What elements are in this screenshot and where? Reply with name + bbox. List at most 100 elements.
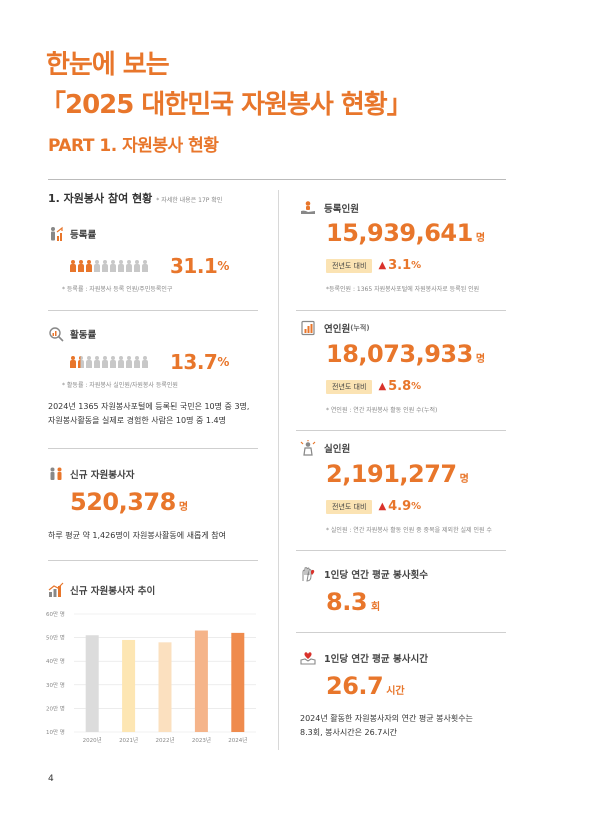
x-tick-label: 2024년 <box>228 736 247 744</box>
new-volunteers-unit: 명 <box>178 502 189 513</box>
person-icon <box>126 356 132 368</box>
y-tick-label: 40만 명 <box>46 657 65 665</box>
header-divider <box>48 179 506 180</box>
registered-header: 등록인원 <box>300 200 359 216</box>
cumulative-label: 연인원 <box>324 324 351 335</box>
bar-2023년 <box>194 630 208 732</box>
person-icon <box>70 260 76 272</box>
registered-badge: 전년도 대비 <box>326 258 373 273</box>
count-unit: 회 <box>371 602 381 613</box>
person-icon <box>126 260 132 272</box>
up-triangle-icon: ▲ <box>378 381 387 392</box>
activity-header: 활동률 <box>48 326 96 342</box>
new-volunteers-desc: 하루 평균 약 1,426명이 자원봉사활동에 새롭게 참여 <box>48 531 226 540</box>
cumulative-label-suffix: (누적) <box>350 324 370 332</box>
person-icon <box>142 260 148 272</box>
activity-desc-line2: 자원봉사활동을 실제로 경험한 사람은 10명 중 1.4명 <box>48 416 226 425</box>
x-tick-label: 2020년 <box>83 736 102 744</box>
registration-value: 31.1 <box>170 254 218 278</box>
up-triangle-icon: ▲ <box>378 501 387 512</box>
registered-change-value: 3.1 <box>388 258 412 273</box>
cumulative-change-value: 5.8 <box>388 379 412 394</box>
cumulative-row: 18,073,933 명 <box>326 340 485 368</box>
hand-person-icon <box>301 201 315 214</box>
divider <box>296 430 506 431</box>
y-tick-label: 60만 명 <box>46 610 65 618</box>
hours-header: 1인당 연간 평균 봉사시간 <box>300 650 428 666</box>
registered-note: *등록인원 : 1365 자원봉사포털에 자원봉사자로 등록된 인원 <box>326 286 480 293</box>
cumulative-badge: 전년도 대비 <box>326 379 373 394</box>
person-icon <box>94 260 100 272</box>
registered-row: 15,939,641 명 <box>326 219 485 247</box>
registration-people <box>70 260 150 272</box>
y-tick-label: 30만 명 <box>46 681 65 689</box>
activity-people <box>70 356 150 368</box>
actual-change-value: 4.9 <box>388 499 412 514</box>
hours-desc-line2: 8.3회, 봉사시간은 26.7시간 <box>300 728 398 737</box>
magnifier-icon <box>49 327 64 342</box>
cumulative-value: 18,073,933 <box>326 340 473 368</box>
bar-2024년 <box>231 632 245 732</box>
divider <box>296 550 506 551</box>
x-tick-label: 2022년 <box>155 736 174 744</box>
cumulative-unit: 명 <box>475 354 486 365</box>
column-divider <box>278 190 279 750</box>
hand-heart-icon <box>302 567 315 582</box>
y-tick-label: 10만 명 <box>46 728 65 736</box>
document-chart-icon <box>301 320 315 336</box>
person-icon <box>134 260 140 272</box>
person-chart-icon <box>51 226 63 241</box>
actual-note: * 실인원 : 연간 자원봉사 활동 인원 중 중복을 제외한 실제 인원 수 <box>326 527 492 534</box>
hours-label: 1인당 연간 평균 봉사시간 <box>324 654 428 665</box>
count-header: 1인당 연간 평균 봉사횟수 <box>300 566 428 582</box>
activity-description: 2024년 1365 자원봉사포털에 등록된 국민은 10명 중 3명, 자원봉… <box>48 400 249 428</box>
person-icon <box>134 356 140 368</box>
page-title-line2: 「2025 대한민국 자원봉사 현황」 <box>40 90 413 120</box>
actual-label: 실인원 <box>324 444 351 455</box>
cumulative-note: * 연인원 : 연간 자원봉사 활동 인원 수(누적) <box>326 407 438 414</box>
divider <box>48 310 258 311</box>
activity-value: 13.7 <box>170 350 218 374</box>
actual-value: 2,191,277 <box>326 460 457 488</box>
cumulative-change: 전년도 대비 ▲ 5.8 % <box>326 379 421 394</box>
registered-change-unit: % <box>411 260 422 271</box>
count-value: 8.3 <box>326 588 368 616</box>
trend-header: 신규 자원봉사자 추이 <box>48 582 155 598</box>
activity-label: 활동률 <box>70 330 97 341</box>
person-icon <box>142 356 148 368</box>
trend-label: 신규 자원봉사자 추이 <box>70 586 156 597</box>
new-volunteers-value: 520,378 <box>70 488 176 516</box>
new-volunteers-row: 520,378 명 <box>70 488 188 516</box>
y-tick-label: 20만 명 <box>46 704 65 712</box>
registration-unit: % <box>217 259 230 273</box>
registration-label: 등록률 <box>70 230 97 241</box>
section-note: * 자세한 내용은 17P 확인 <box>156 197 223 204</box>
person-icon <box>102 356 108 368</box>
page-title-line1: 한눈에 보는 <box>46 50 170 80</box>
page-number: 4 <box>48 774 54 784</box>
hours-row: 26.7 시간 <box>326 672 405 700</box>
divider <box>296 632 506 633</box>
hours-unit: 시간 <box>386 686 405 697</box>
section-header: 1. 자원봉사 참여 현황 * 자세한 내용은 17P 확인 <box>48 190 222 206</box>
person-icon <box>94 356 100 368</box>
cumulative-change-unit: % <box>411 381 422 392</box>
part-heading: PART 1. 자원봉사 현황 <box>48 136 219 156</box>
person-icon <box>118 260 124 272</box>
trend-chart: 10만 명 20만 명 30만 명 40만 명 50만 명 60만 명 2020년 2021년… <box>46 610 256 744</box>
activity-note: * 활동률 : 자원봉사 실인원/자원봉사 등록인원 <box>62 382 178 389</box>
registered-label: 등록인원 <box>324 204 359 215</box>
divider <box>296 310 506 311</box>
bar-chart-icon <box>48 582 64 597</box>
person-icon <box>86 356 92 368</box>
cumulative-header: 연인원 (누적) <box>300 320 370 336</box>
people-group-icon <box>50 467 62 480</box>
person-icon <box>86 260 92 272</box>
actual-change: 전년도 대비 ▲ 4.9 % <box>326 499 421 514</box>
activity-row: 13.7 % <box>70 350 229 374</box>
person-icon <box>70 356 76 368</box>
bar-2021년 <box>122 639 136 732</box>
x-tick-label: 2021년 <box>119 736 138 744</box>
bar-2022년 <box>158 642 172 732</box>
registration-row: 31.1 % <box>70 254 229 278</box>
